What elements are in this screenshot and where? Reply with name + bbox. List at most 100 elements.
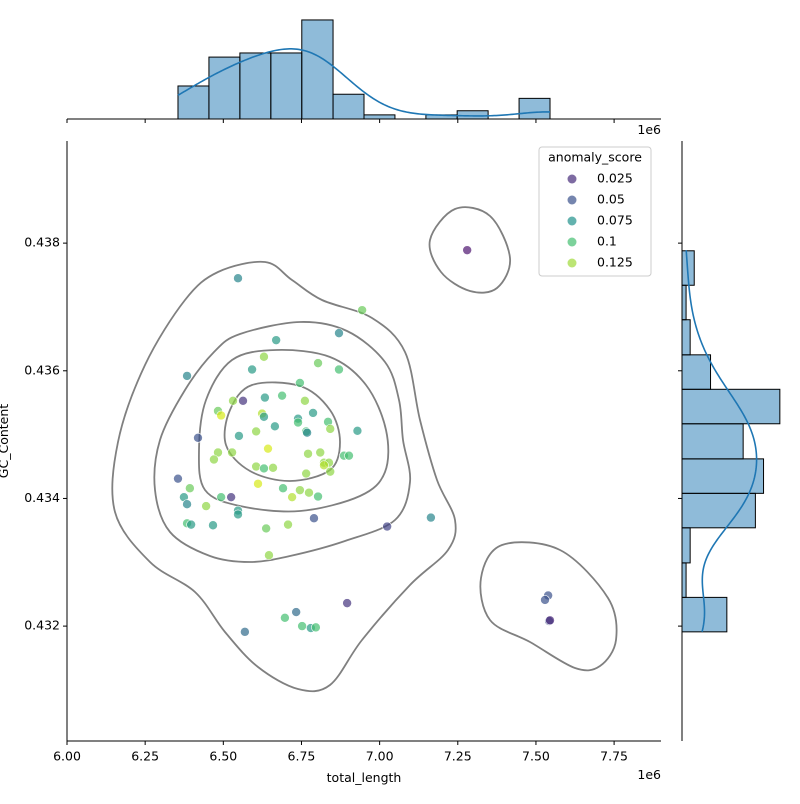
scatter-point	[297, 621, 307, 631]
scatter-point	[382, 521, 392, 532]
x-tick-label: 7.00	[366, 749, 394, 764]
right-hist-bar	[681, 527, 691, 564]
x-tick-label: 7.25	[444, 749, 472, 764]
scatter-point	[233, 273, 243, 284]
legend-label: 0.025	[597, 171, 633, 186]
scatter-point	[295, 485, 305, 495]
scatter-point	[277, 390, 287, 401]
scatter-point	[270, 421, 280, 432]
scatter-point	[426, 512, 436, 523]
legend-marker	[567, 216, 577, 226]
scatter-point	[247, 364, 257, 375]
top-offset-label: 1e6	[637, 122, 661, 137]
scatter-point	[304, 487, 314, 498]
scatter-point	[325, 466, 336, 477]
legend-marker	[567, 237, 577, 247]
scatter-point	[226, 492, 236, 502]
scatter-point	[253, 478, 263, 489]
legend-label: 0.125	[597, 255, 633, 270]
scatter-point	[357, 305, 367, 315]
scatter-point	[313, 491, 323, 502]
y-tick-label: 0.432	[24, 618, 60, 633]
top-hist-bar	[208, 56, 241, 120]
scatter-point	[313, 358, 323, 368]
contour-line	[111, 260, 457, 693]
legend-label: 0.05	[597, 192, 625, 207]
scatter-point	[300, 395, 310, 406]
contour-line	[428, 206, 511, 294]
y-tick-label: 0.436	[24, 362, 60, 377]
kde-contours	[111, 206, 618, 693]
scatter-point	[303, 448, 313, 459]
scatter-point	[182, 499, 192, 509]
right-hist-bar	[681, 319, 691, 356]
scatter-point	[280, 613, 290, 623]
scatter-point	[287, 492, 297, 502]
scatter-point	[228, 395, 238, 406]
scatter-point	[186, 519, 196, 530]
scatter-point	[352, 425, 363, 436]
right-kde-curve	[685, 250, 758, 633]
legend-label: 0.075	[597, 213, 633, 228]
scatter-point	[334, 364, 344, 375]
scatter-point	[268, 463, 278, 473]
x-tick-label: 6.50	[209, 749, 237, 764]
legend-title: anomaly_score	[548, 150, 642, 165]
scatter-point	[325, 424, 336, 434]
top-hist-bar	[456, 110, 489, 120]
scatter-point	[342, 598, 352, 608]
x-tick-label: 6.00	[53, 749, 81, 764]
scatter-point	[240, 627, 250, 637]
scatter-point	[260, 392, 270, 403]
scatter-point	[259, 351, 269, 362]
right-hist-bar	[681, 492, 756, 529]
legend-label: 0.1	[597, 234, 617, 249]
right-hist-bar	[681, 562, 687, 598]
scatter-point	[233, 509, 243, 520]
x-tick-label: 6.25	[131, 749, 159, 764]
x-axis-label: total_length	[327, 770, 402, 785]
x-offset-label: 1e6	[637, 767, 661, 782]
scatter-point	[315, 447, 326, 458]
scatter-point	[251, 461, 261, 472]
right-hist-bar	[681, 354, 712, 390]
scatter-point	[302, 427, 312, 438]
scatter-point	[185, 483, 195, 494]
scatter-point	[234, 431, 244, 441]
scatter-point	[182, 371, 192, 381]
contour-line	[479, 541, 618, 672]
y-axis-label: GC_Content	[0, 404, 11, 478]
scatter-point	[344, 450, 354, 461]
scatter-point	[301, 468, 311, 479]
right-hist-bar	[681, 423, 744, 460]
scatter-point	[238, 395, 248, 406]
scatter-point	[216, 492, 226, 502]
scatter-point	[545, 615, 555, 626]
scatter-point	[208, 520, 218, 531]
right-hist-bar	[681, 284, 687, 321]
scatter-point	[295, 378, 305, 388]
top-hist-bar	[332, 93, 365, 120]
legend-marker	[567, 174, 577, 184]
scatter-point	[251, 426, 261, 437]
top-hist-bar	[301, 19, 334, 120]
scatter-point	[283, 519, 293, 530]
scatter-point	[264, 550, 274, 561]
scatter-point	[278, 483, 288, 494]
scatter-point	[259, 463, 269, 474]
x-tick-label: 7.50	[522, 749, 550, 764]
top-hist-bar	[239, 52, 272, 120]
top-kde-curve	[177, 48, 551, 117]
top-hist-bar	[363, 114, 396, 120]
top-hist-bar	[270, 52, 303, 120]
top-hist-bar	[518, 97, 551, 120]
scatter-point	[201, 501, 211, 511]
legend: anomaly_score 0.025 0.05 0.075 0.1 0.125	[538, 146, 652, 277]
scatter-point	[319, 460, 329, 471]
scatter-point	[173, 473, 183, 484]
y-tick-label: 0.434	[24, 490, 60, 505]
scatter-point	[334, 328, 344, 338]
scatter-point	[259, 411, 269, 422]
